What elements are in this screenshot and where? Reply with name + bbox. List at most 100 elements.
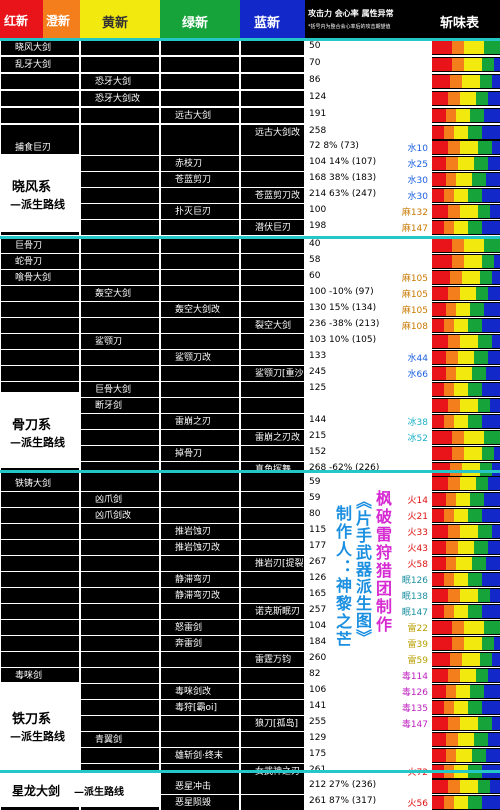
row-23-col-1 [81, 414, 159, 429]
attack-value: 184 [309, 637, 327, 647]
watermark-line3: 制作人：神黎之芒 [333, 505, 352, 649]
weapon-name: 乱牙大剑 [15, 60, 52, 70]
row-36-col-0 [1, 620, 79, 635]
attack-value: 215 [309, 431, 327, 441]
row-21-sharpness [432, 382, 500, 397]
weapon-name: 雄斩剑·终末 [175, 751, 223, 761]
sharpness-segment [492, 717, 500, 730]
row-30-col-3 [241, 524, 304, 539]
element-value: 雷22 [407, 624, 428, 634]
sharpness-segment [432, 41, 452, 54]
sharpness-segment [478, 205, 490, 218]
sharpness-segment [470, 493, 484, 506]
sharpness-segment [482, 319, 500, 332]
row-8-col-1 [81, 172, 159, 187]
element-value: 火43 [407, 544, 428, 554]
attack-value: 106 [309, 685, 327, 695]
sharpness-segment [432, 653, 450, 666]
weapon-name: 静滞弯刃改 [175, 591, 221, 601]
sharpness-segment [432, 605, 444, 618]
sharpness-segment [464, 447, 482, 460]
row-20-stats: 245 水66 [306, 366, 431, 381]
row-6-col-0: 捕食巨刃 [1, 140, 79, 155]
row-44-col-2: 雄斩剑·终末 [161, 748, 239, 763]
row-17-sharpness [432, 318, 500, 333]
sharpness-segment [458, 157, 474, 170]
row-22-col-2 [161, 398, 239, 413]
element-value: 麻105 [401, 306, 428, 316]
row-28-col-3 [241, 492, 304, 507]
header-red: 红新 [0, 0, 43, 38]
sharpness-segment [492, 75, 500, 88]
row-39-col-1 [81, 668, 159, 683]
row-9-stats: 214 63% (247) 水30 [306, 188, 431, 203]
sharpness-segment [478, 717, 492, 730]
sharpness-segment [446, 749, 456, 762]
sharpness-segment [452, 431, 464, 444]
row-28-col-0 [1, 492, 79, 507]
sharpness-segment [468, 319, 482, 332]
weapon-name: 恐牙大剑 [95, 77, 132, 87]
row-32-col-2 [161, 556, 239, 571]
row-3-col-2 [161, 91, 239, 106]
sharpness-segment [482, 126, 500, 139]
header-orange: 澄新 [43, 0, 80, 38]
weapon-name: 怒雷剑 [175, 623, 203, 633]
sharpness-segment [482, 255, 494, 268]
row-18-sharpness [432, 334, 500, 349]
sharpness-segment [478, 589, 490, 602]
sharpness-segment [474, 157, 488, 170]
sharpness-segment [448, 717, 460, 730]
weapon-name: 裂空大剑 [255, 321, 292, 331]
sharpness-segment [432, 509, 444, 522]
sharpness-segment [454, 383, 468, 396]
sharpness-segment [462, 75, 480, 88]
element-value: 水44 [407, 354, 428, 364]
sharpness-segment [448, 589, 460, 602]
sharpness-segment [476, 669, 488, 682]
attack-value: 261 87% (317) [309, 796, 377, 806]
sharpness-segment [448, 141, 460, 154]
row-29-stats: 80 火21 [306, 508, 431, 523]
row-6-col-3 [241, 140, 304, 155]
sharpness-segment [478, 141, 492, 154]
sharpness-segment [470, 109, 484, 122]
attack-value: 268 -62% (226) [309, 463, 380, 473]
sharpness-segment [482, 221, 500, 234]
weapon-name: 喰骨大剑 [15, 273, 52, 283]
row-16-stats: 130 15% (134) 麻105 [306, 302, 431, 317]
sharpness-segment [492, 463, 500, 476]
row-7-sharpness [432, 156, 500, 171]
row-11-stats: 198 麻147 [306, 220, 431, 235]
element-value: 水30 [407, 192, 428, 202]
header-taste: 斩味表 [432, 0, 500, 38]
sharpness-segment [464, 58, 482, 71]
sharpness-segment [456, 367, 472, 380]
attack-value: 104 [309, 621, 327, 631]
row-26-col-2 [161, 462, 239, 477]
row-16-col-1 [81, 302, 159, 317]
row-17-col-1 [81, 318, 159, 333]
watermark-line1: 枫破雷狩猎团制作 [373, 490, 392, 634]
sharpness-segment [472, 749, 486, 762]
sharpness-segment [464, 431, 484, 444]
row-28-stats: 59 火14 [306, 492, 431, 507]
row-28-col-2 [161, 492, 239, 507]
row-4-stats: 191 [306, 108, 431, 123]
row-7-stats: 104 14% (107) 水25 [306, 156, 431, 171]
element-value: 雷39 [407, 640, 428, 650]
weapon-name: 雷崩之刃 [175, 417, 212, 427]
row-40-sharpness [432, 684, 500, 699]
sharpness-segment [476, 92, 488, 105]
sharpness-segment [446, 541, 458, 554]
element-value: 火21 [407, 512, 428, 522]
element-value: 水25 [407, 160, 428, 170]
sharpness-segment [488, 477, 500, 490]
weapon-name: 推岩蚀刃改 [175, 543, 221, 553]
row-46-sharpness [432, 779, 500, 794]
sharpness-segment [482, 605, 500, 618]
sharpness-segment [478, 525, 492, 538]
attack-value: 175 [309, 749, 327, 759]
row-41-col-3 [241, 700, 304, 715]
